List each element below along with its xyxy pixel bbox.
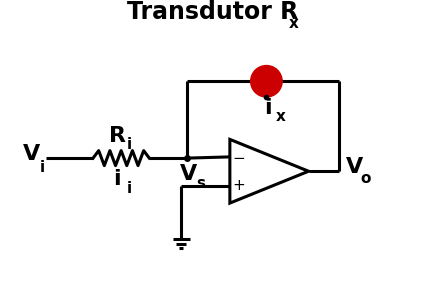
- Text: V: V: [180, 164, 197, 184]
- Circle shape: [250, 66, 282, 97]
- Text: s: s: [196, 176, 205, 191]
- Text: i: i: [127, 137, 132, 152]
- Text: R: R: [109, 126, 126, 146]
- Text: i: i: [114, 169, 121, 189]
- Text: x: x: [276, 109, 285, 124]
- Text: V: V: [23, 144, 40, 164]
- Text: o: o: [360, 171, 371, 186]
- Text: Transdutor R: Transdutor R: [127, 0, 299, 24]
- Text: $-$: $-$: [232, 149, 245, 164]
- Text: x: x: [289, 16, 299, 31]
- Text: $+$: $+$: [232, 178, 245, 193]
- Text: V: V: [345, 157, 363, 177]
- Text: i: i: [40, 160, 45, 175]
- Text: i: i: [127, 181, 132, 195]
- Text: i: i: [265, 97, 272, 117]
